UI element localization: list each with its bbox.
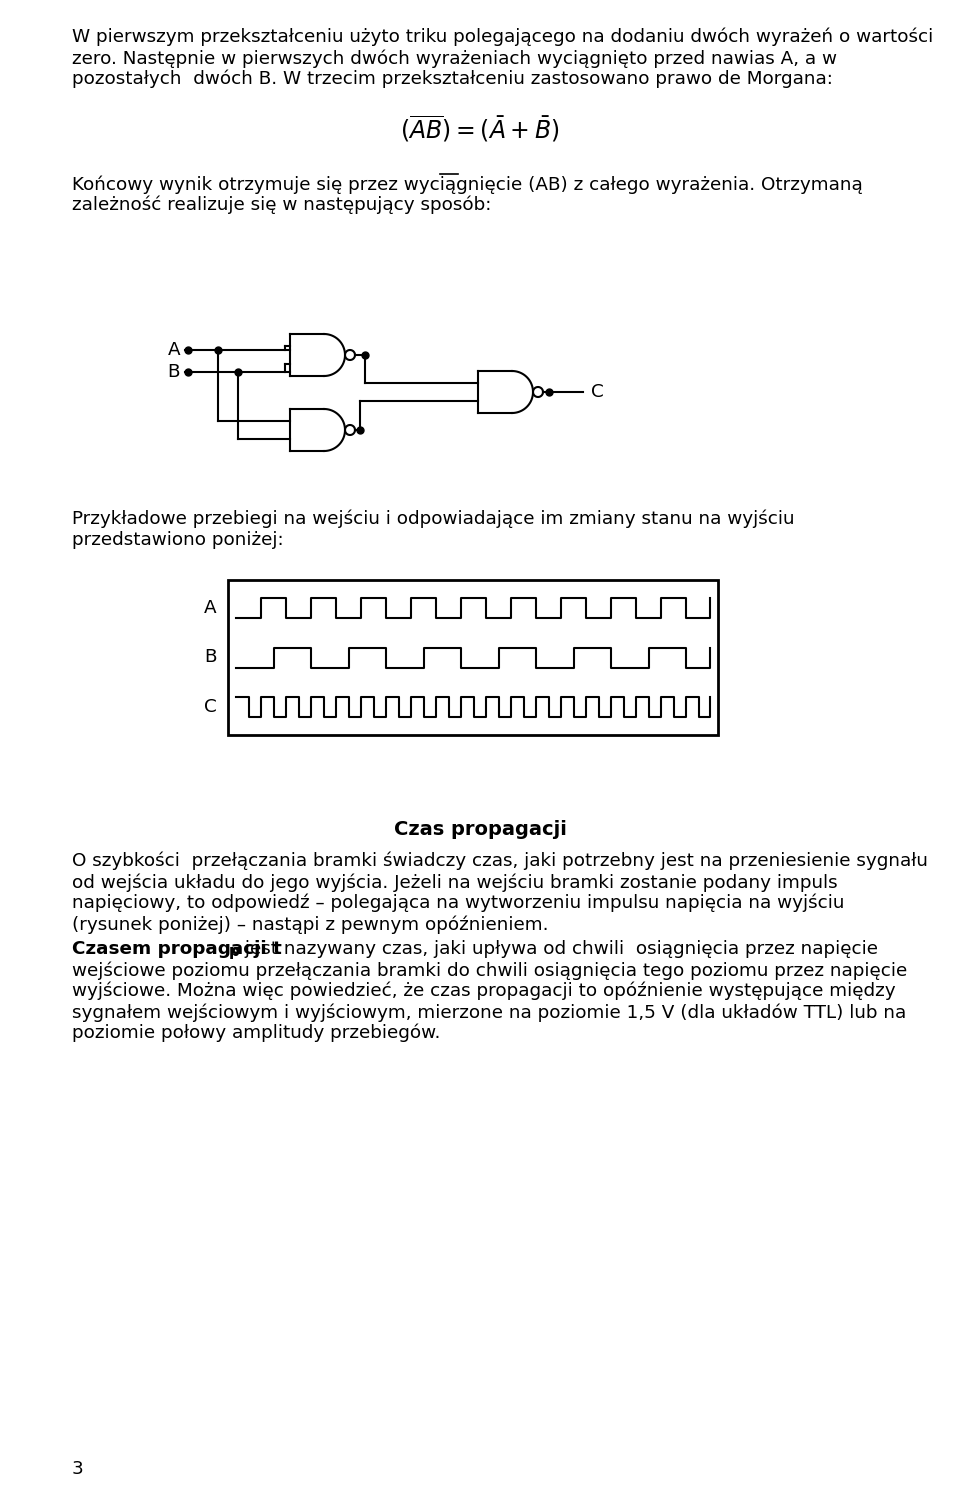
Text: Końcowy wynik otrzymuje się przez wyciągnięcie (AB) z całego wyrażenia. Otrzyman: Końcowy wynik otrzymuje się przez wyciąg… [72,175,863,193]
Text: W pierwszym przekształceniu użyto triku polegającego na dodaniu dwóch wyrażeń o : W pierwszym przekształceniu użyto triku … [72,28,933,46]
Text: $(\overline{AB})= (\bar{A}+\bar{B})$: $(\overline{AB})= (\bar{A}+\bar{B})$ [400,113,560,144]
Text: napięciowy, to odpowiedź – polegająca na wytworzeniu impulsu napięcia na wyjściu: napięciowy, to odpowiedź – polegająca na… [72,894,845,913]
Text: wyjściowe. Można więc powiedzieć, że czas propagacji to opóźnienie występujące m: wyjściowe. Można więc powiedzieć, że cza… [72,981,896,1001]
Text: jest nazywany czas, jaki upływa od chwili  osiągnięcia przez napięcie: jest nazywany czas, jaki upływa od chwil… [239,940,878,958]
Text: wejściowe poziomu przełączania bramki do chwili osiągnięcia tego poziomu przez n: wejściowe poziomu przełączania bramki do… [72,961,907,980]
Text: zero. Następnie w pierwszych dwóch wyrażeniach wyciągnięto przed nawias A, a w: zero. Następnie w pierwszych dwóch wyraż… [72,49,837,67]
Text: przedstawiono poniżej:: przedstawiono poniżej: [72,531,283,549]
Bar [228,580,718,735]
Text: O szybkości  przełączania bramki świadczy czas, jaki potrzebny jest na przeniesi: O szybkości przełączania bramki świadczy… [72,852,928,870]
Text: poziomie połowy amplitudy przebiegów.: poziomie połowy amplitudy przebiegów. [72,1025,441,1042]
Text: zależność realizuje się w następujący sposób:: zależność realizuje się w następujący sp… [72,196,492,214]
Text: B: B [167,363,180,381]
Text: sygnałem wejściowym i wyjściowym, mierzone na poziomie 1,5 V (dla układów TTL) l: sygnałem wejściowym i wyjściowym, mierzo… [72,1004,906,1022]
Text: (rysunek poniżej) – nastąpi z pewnym opóźnieniem.: (rysunek poniżej) – nastąpi z pewnym opó… [72,915,548,934]
Text: pozostałych  dwóch B. W trzecim przekształceniu zastosowano prawo de Morgana:: pozostałych dwóch B. W trzecim przekszta… [72,70,833,89]
Text: 3: 3 [72,1460,84,1478]
Text: C: C [204,697,216,717]
Text: A: A [204,599,216,617]
Text: od wejścia układu do jego wyjścia. Jeżeli na wejściu bramki zostanie podany impu: od wejścia układu do jego wyjścia. Jeżel… [72,873,838,892]
Text: Czas propagacji: Czas propagacji [394,819,566,839]
Text: Przykładowe przebiegi na wejściu i odpowiadające im zmiany stanu na wyjściu: Przykładowe przebiegi na wejściu i odpow… [72,510,795,528]
Text: B: B [204,648,216,666]
Text: p: p [229,944,240,959]
Text: C: C [591,384,604,401]
Text: A: A [167,341,180,358]
Text: Czasem propagacji t: Czasem propagacji t [72,940,281,958]
